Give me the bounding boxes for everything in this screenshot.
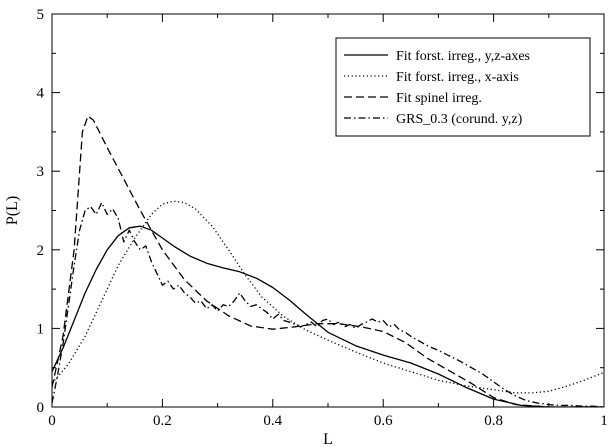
legend: Fit forst. irreg., y,z-axes Fit forst. ir… <box>335 37 591 137</box>
legend-label-2: Fit forst. irreg., x-axis <box>396 70 519 85</box>
y-tick-label: 0 <box>37 400 45 416</box>
series-line-4 <box>52 201 604 407</box>
series-line-1 <box>52 225 604 407</box>
y-tick-label: 5 <box>37 7 45 23</box>
x-tick-label: 0.6 <box>374 413 393 429</box>
y-axis-label: P(L) <box>4 196 21 225</box>
y-tick-label: 2 <box>37 243 45 259</box>
ticks-layer: 0 0.2 0.4 0.6 0.8 1 0 1 2 3 4 5 <box>37 7 608 429</box>
x-tick-label: 0.8 <box>484 413 503 429</box>
y-tick-label: 1 <box>37 321 45 337</box>
x-tick-label: 0.2 <box>153 413 172 429</box>
series-line-3 <box>52 115 604 407</box>
y-tick-label: 3 <box>37 164 45 180</box>
legend-box <box>335 37 591 137</box>
x-tick-label: 0 <box>48 413 56 429</box>
legend-label-3: Fit spinel irreg. <box>396 91 482 106</box>
x-tick-label: 0.4 <box>263 413 282 429</box>
x-axis-label: L <box>323 431 333 447</box>
legend-label-1: Fit forst. irreg., y,z-axes <box>396 49 530 64</box>
series-layer <box>52 115 604 407</box>
series-line-2 <box>52 200 604 394</box>
legend-label-4: GRS_0.3 (corund. y,z) <box>396 112 523 127</box>
y-tick-label: 4 <box>37 86 45 102</box>
x-tick-label: 1 <box>600 413 608 429</box>
